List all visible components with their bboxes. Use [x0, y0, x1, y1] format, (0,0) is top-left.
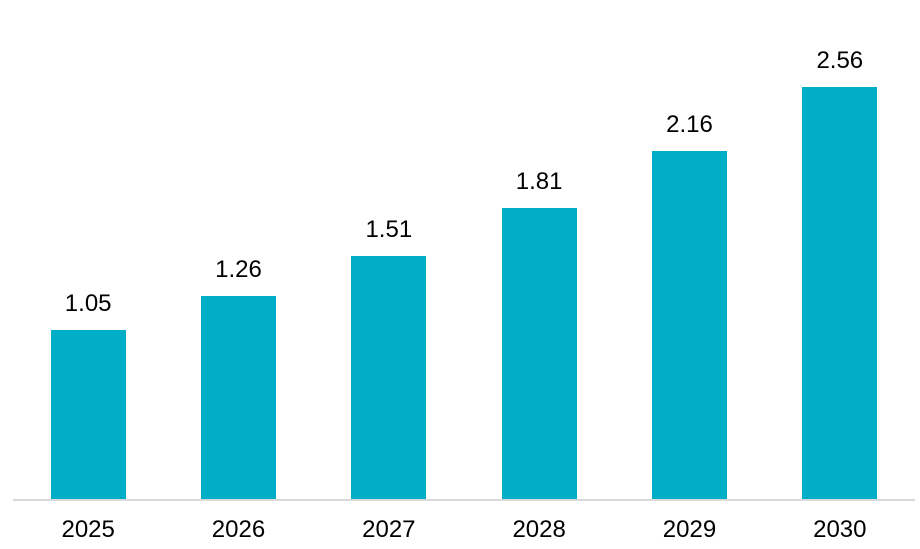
bar-value-label: 1.51 — [365, 216, 413, 244]
x-axis-line — [13, 499, 915, 501]
bar-value-label: 1.26 — [215, 256, 262, 284]
bar — [501, 208, 577, 499]
bar — [50, 330, 126, 499]
bar — [651, 151, 727, 499]
bar-value-label: 2.16 — [666, 111, 713, 139]
x-axis-tick-label: 2025 — [61, 516, 115, 543]
bar-value-label: 2.56 — [816, 47, 864, 75]
x-axis-tick-label: 2026 — [211, 516, 266, 543]
bar-column: 1.26 — [163, 256, 313, 499]
bar-column: 1.05 — [13, 290, 163, 499]
bar — [351, 256, 427, 499]
x-axis-tick-label: 2027 — [362, 516, 416, 543]
bar-column: 1.81 — [464, 168, 614, 499]
bar-value-label: 1.81 — [515, 168, 563, 196]
bar-column: 2.56 — [765, 47, 915, 499]
plot-area: 1.05 1.26 1.51 1.81 2.16 2.56 — [13, 0, 915, 499]
bar-column: 1.51 — [314, 216, 464, 499]
x-axis-tick-label: 2030 — [813, 516, 867, 543]
bar-column: 2.16 — [614, 111, 764, 499]
bar-value-label: 1.05 — [64, 290, 112, 318]
x-axis-tick-label: 2028 — [512, 516, 566, 543]
x-axis-tick-row: 2025 2026 2027 2028 2029 2030 — [13, 501, 915, 545]
bar — [200, 296, 276, 499]
x-axis-tick-label: 2029 — [662, 516, 717, 543]
bar — [802, 87, 878, 499]
